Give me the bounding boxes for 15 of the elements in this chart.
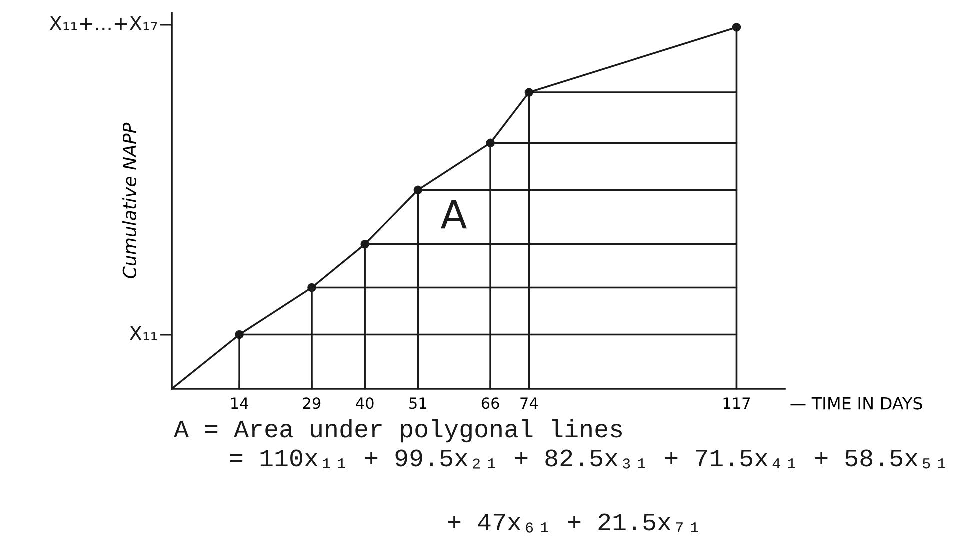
annotation: A	[440, 200, 467, 229]
x-tick-label: 51	[410, 398, 426, 410]
text: + 47x₆₁ + 21.5x₇₁	[448, 514, 698, 533]
text: X₁₁+...+X₁₇	[50, 16, 158, 30]
x-tick-label: 40	[356, 398, 374, 410]
text: A = Area under polygonal lines	[174, 419, 622, 443]
x-tick-label: 74	[520, 398, 538, 409]
x-tick-label: 14	[232, 398, 248, 409]
x-axis-title: — TIME IN DAYS	[790, 397, 922, 410]
text: X₁₁	[130, 326, 158, 340]
text: = 110x₁₁ + 99.5x₂₁ + 82.5x₃₁ + 71.5x₄₁ + 58.5x₅₁	[230, 450, 946, 469]
x-tick-label: 117	[724, 398, 750, 409]
x-tick-label: 29	[303, 398, 321, 410]
y-axis-title: Cumulative NAPP	[122, 122, 136, 278]
x-tick-label: 66	[482, 398, 500, 410]
